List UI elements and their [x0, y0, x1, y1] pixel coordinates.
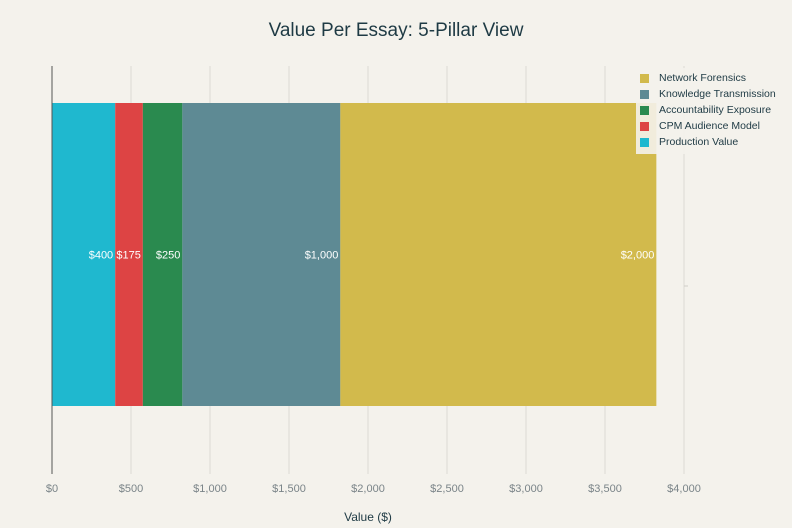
x-tick-label: $500: [119, 483, 143, 495]
legend-item[interactable]: Production Value: [640, 134, 776, 150]
x-tick-label: $2,500: [430, 483, 464, 495]
x-tick-label: $1,000: [193, 483, 227, 495]
bar-segment: [182, 103, 341, 406]
legend-swatch: [640, 121, 649, 131]
bar-segment: [52, 103, 116, 406]
x-tick-label: $1,500: [272, 483, 306, 495]
legend-item[interactable]: Accountability Exposure: [640, 102, 776, 118]
legend-item[interactable]: Network Forensics: [640, 70, 776, 86]
legend-item[interactable]: Knowledge Transmission: [640, 86, 776, 102]
legend-item[interactable]: CPM Audience Model: [640, 118, 776, 134]
data-label: $1,000: [305, 250, 339, 262]
data-label: $175: [116, 250, 140, 262]
legend-label: Accountability Exposure: [659, 104, 772, 116]
bar-segment: [142, 103, 183, 406]
legend: Network Forensics Knowledge Transmission A…: [636, 68, 782, 154]
legend-label: Production Value: [659, 136, 739, 148]
chart-title: Value Per Essay: 5-Pillar View: [268, 20, 524, 41]
bar-segment: [115, 103, 143, 406]
x-tick-label: $2,000: [351, 483, 385, 495]
data-label: $250: [156, 250, 180, 262]
legend-swatch: [640, 105, 649, 115]
data-label: $400: [89, 250, 113, 262]
x-tick-label: $4,000: [667, 483, 701, 495]
data-label: $2,000: [621, 250, 655, 262]
x-tick-label: $3,000: [509, 483, 543, 495]
legend-label: CPM Audience Model: [659, 120, 760, 132]
bar-segment: [340, 103, 657, 406]
x-tick-label: $0: [46, 483, 58, 495]
x-axis-title: Value ($): [344, 510, 392, 524]
legend-swatch: [640, 89, 649, 99]
legend-label: Knowledge Transmission: [659, 88, 776, 100]
legend-swatch: [640, 73, 649, 83]
legend-swatch: [640, 137, 649, 147]
legend-label: Network Forensics: [659, 72, 746, 84]
x-tick-label: $3,500: [588, 483, 622, 495]
